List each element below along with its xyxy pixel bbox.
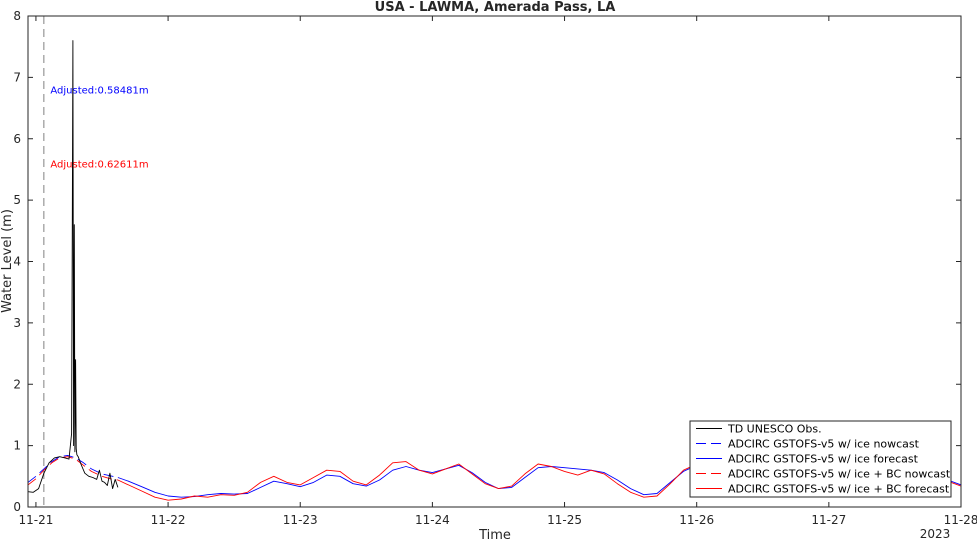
y-tick-label: 7 [13, 70, 21, 84]
y-tick-label: 3 [13, 316, 21, 330]
y-tick-label: 2 [13, 377, 21, 391]
series-line-3 [28, 456, 118, 486]
series-line-0 [28, 40, 119, 493]
x-tick-label: 11-24 [415, 513, 450, 527]
x-tick-label: 11-23 [283, 513, 318, 527]
chart-title: USA - LAWMA, Amerada Pass, LA [375, 0, 616, 15]
x-tick-label: 11-27 [811, 513, 846, 527]
x-tick-label: 11-22 [151, 513, 186, 527]
legend-entry-1: ADCIRC GSTOFS-v5 w/ ice nowcast [728, 438, 920, 451]
y-tick-label: 4 [13, 255, 21, 269]
x-axis-label: Time [478, 528, 511, 541]
x-tick-label: 11-25 [547, 513, 582, 527]
x-axis-year-label: 2023 [920, 527, 951, 541]
x-tick-label: 11-28 [944, 513, 977, 527]
y-axis: 0 1 2 3 4 5 6 7 8 [13, 9, 961, 514]
legend-entry-3: ADCIRC GSTOFS-v5 w/ ice + BC nowcast [728, 468, 951, 481]
x-tick-label: 11-26 [679, 513, 714, 527]
legend-entry-2: ADCIRC GSTOFS-v5 w/ ice forecast [728, 453, 919, 466]
x-axis: 11-21 11-22 11-23 11-24 11-25 11-26 11-27 11-28 [18, 16, 977, 527]
adjusted-annotation-0: Adjusted:0.58481m [50, 86, 148, 97]
y-tick-label: 5 [13, 193, 21, 207]
y-tick-label: 0 [13, 500, 21, 514]
series-line-1 [28, 454, 118, 483]
legend-entry-4: ADCIRC GSTOFS-v5 w/ ice + BC forecast [728, 483, 950, 496]
y-tick-label: 8 [13, 9, 21, 23]
adjusted-annotation-1: Adjusted:0.62611m [50, 159, 148, 170]
x-tick-label: 11-21 [18, 513, 53, 527]
y-axis-label: Water Level (m) [0, 209, 15, 313]
legend: TD UNESCO Obs. ADCIRC GSTOFS-v5 w/ ice no… [689, 420, 952, 498]
y-tick-label: 6 [13, 132, 21, 146]
legend-entry-0: TD UNESCO Obs. [727, 423, 822, 436]
legend-box [689, 420, 952, 498]
y-tick-label: 1 [13, 439, 21, 453]
